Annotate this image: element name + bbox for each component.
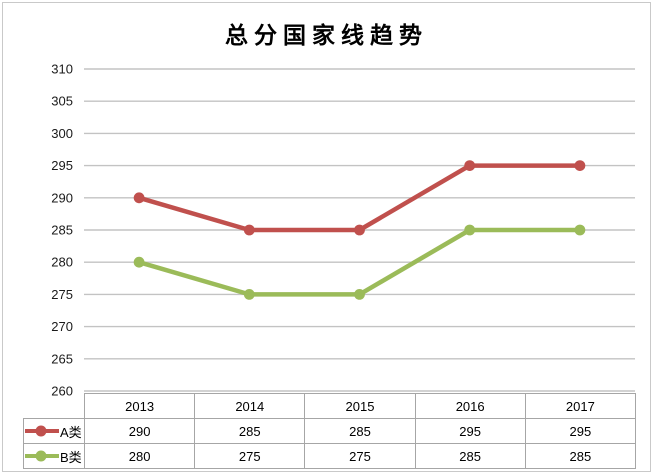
y-axis-tick-label: 295 xyxy=(51,158,73,173)
y-axis-tick-label: 280 xyxy=(51,255,73,270)
data-point-marker xyxy=(574,160,586,172)
year-header: 2016 xyxy=(414,393,526,419)
table-row-series-a: A类 290 285 285 295 295 xyxy=(23,418,637,444)
year-header: 2014 xyxy=(194,393,306,419)
table-row-series-b: B类 280 275 275 285 285 xyxy=(23,443,637,469)
year-header: 2017 xyxy=(524,393,637,419)
year-header: 2015 xyxy=(304,393,416,419)
legend-item-b: B类 xyxy=(23,443,85,469)
y-axis-tick-label: 305 xyxy=(51,94,73,109)
value-cell: 295 xyxy=(414,418,526,444)
data-point-marker xyxy=(243,289,255,300)
chart-title: 总分国家线趋势 xyxy=(225,22,428,48)
line-chart-plot: 310 305 300 295 290 285 280 275 270 265 260 xyxy=(51,62,635,399)
value-cell: 285 xyxy=(194,418,306,444)
value-cell: 285 xyxy=(524,443,637,469)
year-header: 2013 xyxy=(83,393,196,419)
value-cell: 275 xyxy=(194,443,306,469)
legend-item-a: A类 xyxy=(23,418,85,444)
table-corner-cell xyxy=(24,394,85,419)
legend-key-line-marker-icon xyxy=(25,450,59,462)
y-axis-tick-label: 270 xyxy=(51,319,73,334)
y-axis-tick-label: 310 xyxy=(51,62,73,77)
value-cell: 295 xyxy=(524,418,637,444)
legend-label: B类 xyxy=(60,449,82,465)
data-point-marker xyxy=(464,160,476,172)
value-cell: 275 xyxy=(304,443,416,469)
y-axis-tick-label: 285 xyxy=(51,223,73,238)
value-cell: 285 xyxy=(414,443,526,469)
table-header-row: 2013 2014 2015 2016 2017 xyxy=(24,393,637,419)
y-axis-tick-label: 290 xyxy=(51,190,73,205)
y-axis-tick-label: 265 xyxy=(51,351,73,366)
value-cell: 290 xyxy=(83,418,196,444)
chart-data-table: 2013 2014 2015 2016 2017 A类 290 xyxy=(23,393,637,469)
y-axis-tick-label: 300 xyxy=(51,126,73,141)
legend-label: A类 xyxy=(60,424,82,440)
data-point-marker xyxy=(354,289,365,300)
data-point-marker xyxy=(464,224,476,236)
data-point-marker xyxy=(243,224,255,236)
data-point-marker xyxy=(133,256,145,268)
value-cell: 285 xyxy=(304,418,416,444)
data-point-marker xyxy=(354,224,365,236)
legend-key-line-marker-icon xyxy=(25,425,59,437)
y-axis-tick-label: 275 xyxy=(51,287,73,302)
value-cell: 280 xyxy=(83,443,196,469)
data-point-marker xyxy=(133,192,145,204)
y-axis-tick-label: 260 xyxy=(51,384,73,399)
data-point-marker xyxy=(574,224,586,236)
